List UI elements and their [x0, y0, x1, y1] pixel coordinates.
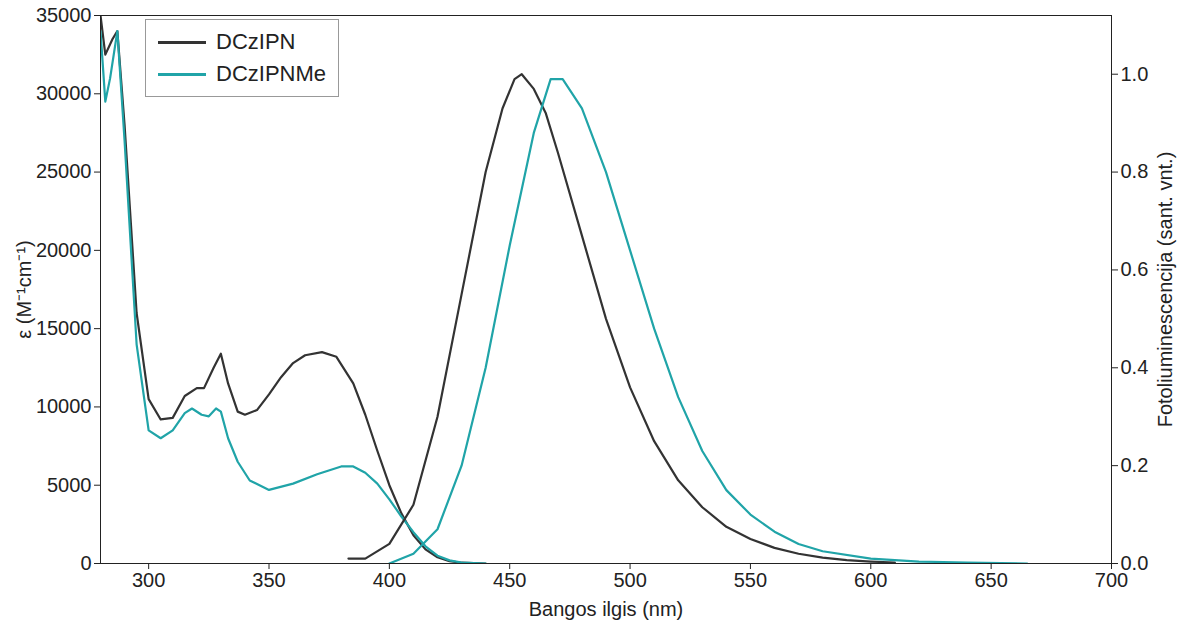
svg-text:10000: 10000	[36, 395, 92, 417]
html-text:DCzIPN: DCzIPN	[216, 29, 296, 54]
svg-text:550: 550	[734, 569, 767, 591]
svg-text:450: 450	[493, 569, 526, 591]
svg-text:20000: 20000	[36, 239, 92, 261]
svg-text:500: 500	[613, 569, 646, 591]
svg-text:350: 350	[252, 569, 285, 591]
svg-text:0.0: 0.0	[1121, 552, 1149, 574]
svg-text:15000: 15000	[36, 317, 92, 339]
svg-text:300: 300	[132, 569, 165, 591]
svg-text:Fotoliuminescencija (sant. vnt: Fotoliuminescencija (sant. vnt.)	[1154, 152, 1176, 428]
svg-text:5000: 5000	[47, 474, 92, 496]
html-text:DCzIPNMe: DCzIPNMe	[216, 61, 326, 86]
svg-text:0.4: 0.4	[1121, 356, 1149, 378]
svg-text:0.6: 0.6	[1121, 258, 1149, 280]
svg-text:700: 700	[1094, 568, 1129, 591]
svg-text:600: 600	[854, 569, 887, 591]
svg-text:400: 400	[373, 569, 406, 591]
svg-text:25000: 25000	[36, 160, 92, 182]
svg-text:0.8: 0.8	[1121, 160, 1149, 182]
svg-text:Bangos ilgis (nm): Bangos ilgis (nm)	[529, 598, 684, 620]
svg-text:1.0: 1.0	[1121, 63, 1149, 85]
svg-text:35000: 35000	[36, 4, 92, 26]
svg-text:0: 0	[80, 552, 91, 574]
svg-text:650: 650	[974, 569, 1007, 591]
svg-text:ε (M⁻¹cm⁻¹): ε (M⁻¹cm⁻¹)	[13, 240, 35, 338]
svg-text:0.2: 0.2	[1121, 454, 1149, 476]
svg-text:30000: 30000	[36, 82, 92, 104]
